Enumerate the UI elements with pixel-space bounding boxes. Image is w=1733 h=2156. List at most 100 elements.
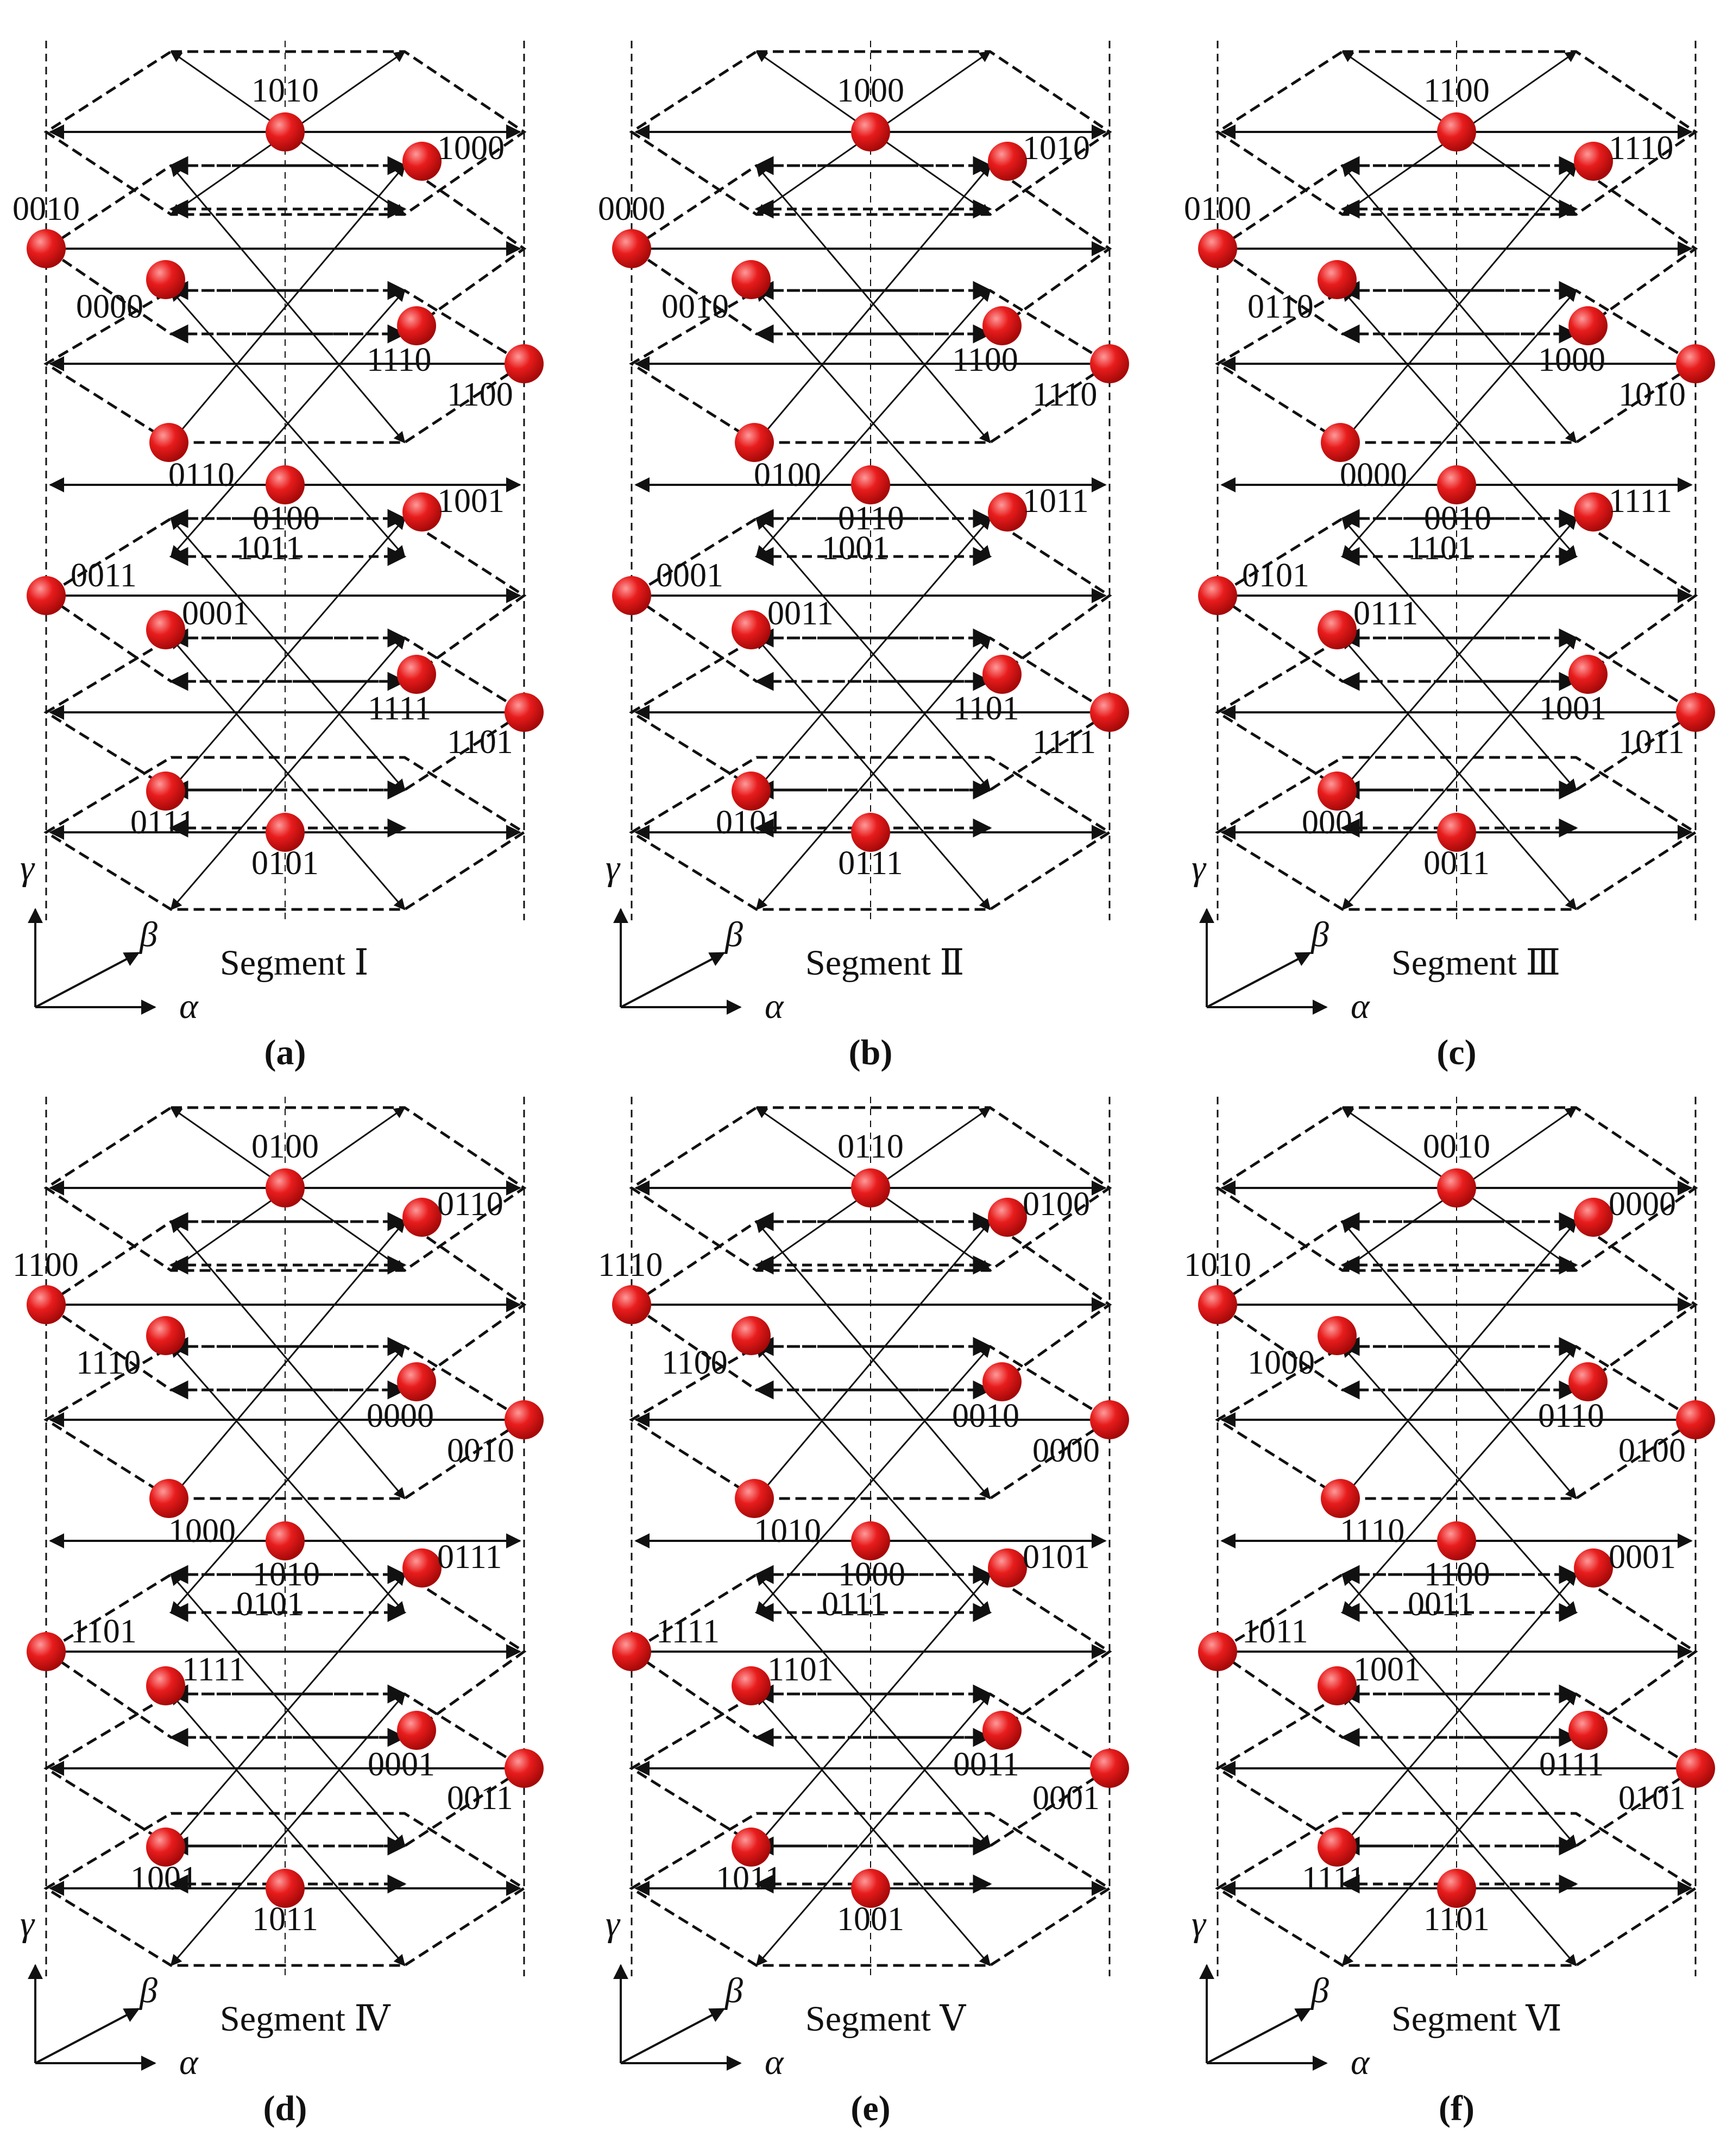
vector-label-ul5: 0101 xyxy=(716,804,783,841)
vector-label-r2: 1000 xyxy=(1538,342,1605,378)
vector-node-ur1 xyxy=(1574,142,1613,181)
vector-label-ul5: 1011 xyxy=(716,1860,782,1897)
gamma-axis-label: γ xyxy=(20,848,35,888)
vector-label-ul2: 1110 xyxy=(76,1344,141,1381)
vector-label-rr2: 1111 xyxy=(1032,724,1096,761)
vector-node-ur1 xyxy=(1574,1198,1613,1237)
panel-f: 0010 0000 1010 1000 0110 0100 1110 1100 0001 0011… xyxy=(1184,1097,1715,2128)
beta-axis-arrow xyxy=(620,952,726,1008)
diagonal-arrow-9 xyxy=(170,1693,406,1967)
vector-label-r3: 1011 xyxy=(1023,483,1089,520)
vector-label-bot: 0111 xyxy=(838,845,903,882)
vector-node-ul3 xyxy=(735,423,774,462)
vector-node-ul5 xyxy=(146,772,185,811)
vector-label-l2: 0101 xyxy=(1242,557,1309,594)
axis-indicator xyxy=(613,908,742,1015)
alpha-axis-label: α xyxy=(179,2043,199,2082)
vector-label-rr2: 1101 xyxy=(447,724,513,761)
vector-label-c3b: 0011 xyxy=(1408,1586,1474,1623)
vector-label-ul3: 1110 xyxy=(1340,1513,1404,1550)
vector-label-l2: 0011 xyxy=(71,557,137,594)
vector-node-bot xyxy=(1437,813,1476,852)
vector-node-r3 xyxy=(988,492,1027,532)
vector-node-bot xyxy=(1437,1869,1476,1908)
vector-node-ul2 xyxy=(1318,260,1357,299)
panel-caption: (f) xyxy=(1439,2089,1474,2128)
panel-lines xyxy=(1215,41,1698,920)
vector-label-r4: 1001 xyxy=(1539,690,1606,727)
beta-axis-arrow xyxy=(35,952,140,1008)
diagonal-arrow-5 xyxy=(755,289,991,558)
vector-node-bot xyxy=(851,813,890,852)
diagonal-arrow-9 xyxy=(755,637,991,911)
vector-node-ul2 xyxy=(146,1316,185,1355)
beta-axis-label: β xyxy=(1310,1971,1329,2010)
vector-node-rr2 xyxy=(1090,693,1129,732)
beta-axis-arrow xyxy=(1206,952,1312,1008)
vector-label-ul5: 0001 xyxy=(1302,804,1369,841)
vector-node-r4 xyxy=(982,655,1022,694)
vector-node-ul3 xyxy=(149,423,188,462)
vector-label-top: 0110 xyxy=(837,1128,904,1165)
vector-node-r3 xyxy=(1574,1548,1613,1588)
vector-label-ur1: 0100 xyxy=(1023,1186,1090,1223)
vector-label-rr: 0000 xyxy=(1032,1432,1100,1469)
vector-label-r2: 0000 xyxy=(367,1398,434,1434)
vector-node-rr xyxy=(1090,1400,1129,1439)
alpha-axis-label: α xyxy=(179,987,199,1026)
vector-label-ul3: 1010 xyxy=(754,1513,821,1550)
vector-label-top: 1100 xyxy=(1423,72,1490,109)
vector-label-c3b: 1011 xyxy=(236,530,303,567)
vector-label-bot: 1011 xyxy=(252,1901,318,1938)
vector-node-rr xyxy=(505,1400,544,1439)
vector-label-l2: 0001 xyxy=(656,557,723,594)
vector-node-ul2 xyxy=(732,1316,771,1355)
vector-labels: 0100 0110 1100 1110 0000 0010 1000 1010 0111 0101… xyxy=(12,1128,514,1938)
vector-label-ul4: 1101 xyxy=(767,1651,834,1688)
vector-label-top: 1000 xyxy=(837,72,904,109)
vector-label-ul2: 1100 xyxy=(661,1344,728,1381)
vector-node-ur1 xyxy=(402,142,442,181)
vector-label-top: 1010 xyxy=(251,72,319,109)
diagonal-arrow-9 xyxy=(1341,1693,1577,1967)
vector-labels: 1000 1010 0000 0010 1100 1110 0100 0110 1011 1001… xyxy=(598,72,1097,882)
vector-label-rr2: 0101 xyxy=(1618,1780,1686,1817)
vector-label-r4: 0011 xyxy=(953,1746,1019,1783)
vector-node-l2 xyxy=(612,576,651,615)
vector-label-r3: 0101 xyxy=(1023,1539,1090,1576)
gamma-axis-label: γ xyxy=(20,1904,35,1944)
vector-node-ul5 xyxy=(732,772,771,811)
vector-label-ul4: 0011 xyxy=(767,595,834,632)
vector-label-c3: 0110 xyxy=(838,500,904,537)
vector-label-r4: 0001 xyxy=(368,1746,435,1783)
alpha-axis-label: α xyxy=(765,2043,784,2082)
alpha-axis-label: α xyxy=(1351,987,1370,1026)
vector-label-rr: 0100 xyxy=(1618,1432,1686,1469)
vector-label-rr: 0010 xyxy=(447,1432,514,1469)
vector-node-ur1 xyxy=(988,142,1027,181)
vector-label-c3: 1000 xyxy=(838,1556,905,1593)
panel-caption: (e) xyxy=(850,2089,890,2128)
vector-label-ul3: 0100 xyxy=(754,457,821,494)
vector-node-bot xyxy=(851,1869,890,1908)
vector-node-ul4 xyxy=(146,610,185,649)
diagonal-arrow-5 xyxy=(1341,289,1577,558)
vector-label-top: 0100 xyxy=(251,1128,319,1165)
vector-label-ul5: 1001 xyxy=(130,1860,198,1897)
vector-node-rr xyxy=(1676,344,1715,383)
axis-indicator xyxy=(613,1964,742,2071)
segment-label: Segment Ⅵ xyxy=(1391,1999,1562,2039)
beta-axis-label: β xyxy=(138,1971,157,2010)
beta-axis-arrow xyxy=(620,2008,726,2064)
diagonal-arrow-9 xyxy=(170,637,406,911)
vector-label-ur1: 1010 xyxy=(1023,130,1090,167)
vector-node-top xyxy=(851,112,890,151)
vector-node-r2 xyxy=(397,1362,436,1401)
diagonal-arrow-9 xyxy=(1341,637,1577,911)
vector-label-ul4: 1111 xyxy=(182,1651,245,1688)
vector-label-l1: 1010 xyxy=(1184,1247,1251,1284)
gamma-axis-label: γ xyxy=(1192,1904,1207,1944)
vector-nodes xyxy=(612,112,1129,852)
vector-label-ur1: 0110 xyxy=(437,1186,503,1223)
vector-nodes xyxy=(1198,1168,1715,1908)
